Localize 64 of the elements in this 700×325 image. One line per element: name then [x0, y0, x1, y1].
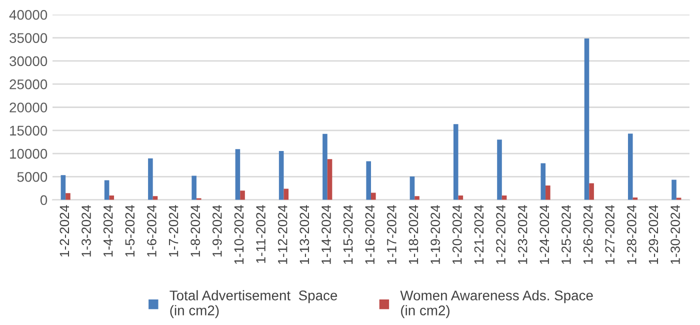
bar — [540, 163, 546, 200]
legend-label: Women Awareness Ads. Space (in cm2) — [400, 290, 593, 318]
bar — [278, 151, 284, 200]
bar — [453, 124, 458, 200]
x-tick-label: 1-19-2024 — [430, 205, 440, 264]
x-tick-label: 1-9-2024 — [212, 205, 222, 257]
x-tick-label: 1-2-2024 — [60, 205, 70, 257]
bar — [672, 180, 676, 200]
y-tick-label: 0 — [40, 195, 48, 206]
bar — [66, 193, 70, 200]
x-tick-label: 1-26-2024 — [583, 205, 593, 264]
x-tick-label: 1-8-2024 — [190, 205, 200, 257]
bar — [240, 190, 245, 200]
x-tick-label: 1-3-2024 — [82, 205, 91, 257]
x-tick-label: 1-21-2024 — [474, 205, 484, 264]
bar — [284, 188, 289, 200]
bar — [584, 38, 590, 200]
x-tick-label: 1-16-2024 — [365, 205, 375, 264]
y-tick-label: 40000 — [9, 10, 48, 20]
bar — [322, 134, 328, 200]
x-tick-label: 1-25-2024 — [562, 205, 571, 264]
bar — [235, 149, 240, 200]
x-tick-label: 1-24-2024 — [540, 205, 550, 264]
y-tick-label: 15000 — [10, 126, 48, 136]
x-tick-label: 1-22-2024 — [496, 205, 506, 264]
y-tick-label: 30000 — [10, 56, 48, 66]
x-tick-label: 1-23-2024 — [518, 205, 528, 264]
x-tick-label: 1-12-2024 — [278, 205, 288, 264]
x-tick-label: 1-20-2024 — [452, 205, 462, 264]
x-tick-label: 1-18-2024 — [408, 205, 418, 264]
bar — [104, 180, 110, 200]
bar — [327, 159, 332, 200]
y-tick-label: 25000 — [10, 79, 48, 90]
bar — [628, 134, 633, 200]
bar — [109, 195, 114, 200]
x-tick-label: 1-29-2024 — [648, 205, 658, 264]
bar — [148, 158, 153, 200]
legend-label: Total Advertisement Space (in cm2) — [170, 290, 338, 318]
x-tick-label: 1-6-2024 — [147, 205, 156, 257]
bar — [192, 176, 196, 200]
y-tick-label: 20000 — [10, 102, 48, 112]
bar — [366, 161, 371, 200]
x-tick-label: 1-28-2024 — [626, 205, 636, 264]
bar — [546, 186, 550, 200]
bar — [60, 175, 66, 200]
y-tick-label: 5000 — [17, 172, 48, 182]
x-tick-label: 1-17-2024 — [387, 205, 396, 264]
bar — [371, 192, 376, 200]
bar — [497, 140, 502, 200]
x-tick-label: 1-30-2024 — [670, 205, 680, 264]
bar — [589, 183, 594, 200]
x-tick-label: 1-27-2024 — [605, 205, 615, 264]
x-tick-label: 1-15-2024 — [343, 205, 353, 264]
x-tick-label: 1-13-2024 — [300, 205, 310, 264]
y-tick-label: 35000 — [10, 33, 48, 43]
x-tick-label: 1-10-2024 — [234, 205, 244, 264]
bar — [414, 196, 420, 200]
x-tick-label: 1-4-2024 — [103, 205, 113, 257]
x-tick-label: 1-14-2024 — [322, 205, 331, 264]
bar — [410, 176, 415, 200]
x-tick-label: 1-11-2024 — [256, 205, 266, 263]
x-tick-label: 1-7-2024 — [168, 205, 178, 257]
y-tick-label: 10000 — [10, 148, 48, 159]
x-tick-label: 1-5-2024 — [125, 205, 135, 257]
